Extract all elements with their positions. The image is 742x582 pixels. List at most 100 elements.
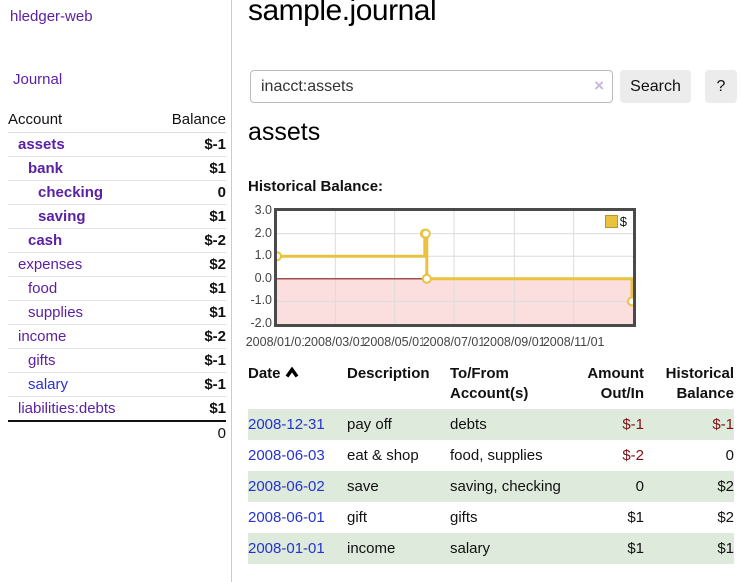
account-link-income[interactable]: income xyxy=(18,328,67,345)
register-balance: 0 xyxy=(725,446,734,464)
y-axis-tick-label: 2.0 xyxy=(254,225,272,240)
account-link-liabilities-debts[interactable]: liabilities:debts xyxy=(18,400,116,417)
sidebar: hledger-web Journal Account Balance asse… xyxy=(0,0,232,582)
register-amount: $1 xyxy=(627,508,644,526)
legend-label: $ xyxy=(619,214,627,229)
register-amount: 0 xyxy=(635,477,644,495)
register-accounts: debts xyxy=(450,415,487,433)
account-row: saving $1 xyxy=(8,204,226,229)
account-link-gifts[interactable]: gifts xyxy=(28,352,56,369)
register-table: Date Description To/From Account(s) Amou… xyxy=(248,358,734,564)
register-description: income xyxy=(347,539,396,557)
account-row: liabilities:debts $1 xyxy=(8,396,226,422)
register-row: 2008-06-03 eat & shop food, supplies $-2 0 xyxy=(248,440,734,471)
transaction-date-link[interactable]: 2008-01-01 xyxy=(248,539,325,557)
register-date: 2008-01-01 xyxy=(248,533,347,564)
register-date: 2008-12-31 xyxy=(248,409,347,440)
x-axis-tick-label: 2008/03/01 xyxy=(304,335,367,349)
account-link-supplies[interactable]: supplies xyxy=(28,304,84,321)
x-axis-tick-label: 2008/11/01 xyxy=(542,335,605,349)
x-axis-tick-label: 2008/09/01 xyxy=(483,335,546,349)
register-amount: $-2 xyxy=(622,446,644,464)
register-row: 2008-06-02 save saving, checking 0 $2 xyxy=(248,470,734,502)
y-axis-tick-label: -1.0 xyxy=(250,293,272,308)
search-button[interactable]: Search xyxy=(620,70,691,103)
y-axis-tick-label: -2.0 xyxy=(250,316,272,330)
account-balance: $-1 xyxy=(152,132,226,157)
accounts-table: Account Balance assets $-1 bank $1 checking 0… xyxy=(8,108,226,445)
account-row: expenses $2 xyxy=(8,252,226,277)
chart-plot-area: $ xyxy=(274,208,636,327)
register-accounts: saving, checking xyxy=(450,477,561,495)
legend-swatch-icon xyxy=(604,215,618,228)
account-row: food $1 xyxy=(8,276,226,301)
account-row: gifts $-1 xyxy=(8,348,226,373)
page-title: sample.journal xyxy=(248,0,437,27)
account-link-checking[interactable]: checking xyxy=(38,184,104,201)
y-axis-tick-label: 1.0 xyxy=(254,248,272,263)
account-row: checking 0 xyxy=(8,180,226,205)
account-row: supplies $1 xyxy=(8,300,226,325)
chart-legend: $ xyxy=(603,214,628,229)
help-button[interactable]: ? xyxy=(705,70,737,103)
account-row: salary $-1 xyxy=(8,372,226,397)
account-link-saving[interactable]: saving xyxy=(38,208,86,225)
transaction-date-link[interactable]: 2008-06-03 xyxy=(248,446,325,464)
account-balance: $1 xyxy=(152,156,226,181)
account-link-cash[interactable]: cash xyxy=(28,232,63,249)
register-accounts: salary xyxy=(450,539,491,557)
brand-link[interactable]: hledger-web xyxy=(10,8,93,25)
account-link-assets[interactable]: assets xyxy=(18,136,65,153)
register-balance: $2 xyxy=(717,508,734,526)
register-balance: $2 xyxy=(717,477,734,495)
register-header-balance: Historical Balance xyxy=(665,365,734,402)
register-header-date[interactable]: Date xyxy=(248,358,347,409)
search-form: × Search ? xyxy=(248,70,737,103)
register-header-description: Description xyxy=(347,365,430,382)
account-link-salary[interactable]: salary xyxy=(28,376,69,393)
account-balance: $-1 xyxy=(152,348,226,373)
main-content: sample.journal × Search ? assets Histori… xyxy=(245,0,737,582)
x-axis-tick-label: 2008/01/01 xyxy=(245,335,309,349)
register-header-amount: Amount Out/In xyxy=(587,365,644,402)
accounts-total: 0 xyxy=(152,420,226,445)
account-link-expenses[interactable]: expenses xyxy=(18,256,83,273)
account-heading: assets xyxy=(248,118,321,146)
transaction-date-link[interactable]: 2008-06-02 xyxy=(248,477,325,495)
register-balance: $-1 xyxy=(712,415,734,433)
account-balance: $-2 xyxy=(152,228,226,253)
account-balance: $2 xyxy=(152,252,226,277)
x-axis-tick-label: 2008/05/01 xyxy=(363,335,426,349)
transaction-date-link[interactable]: 2008-06-01 xyxy=(248,508,325,526)
accounts-header-balance: Balance xyxy=(152,108,226,133)
chart-title: Historical Balance: xyxy=(248,178,384,195)
account-link-bank[interactable]: bank xyxy=(28,160,64,177)
account-row: bank $1 xyxy=(8,156,226,181)
account-row: income $-2 xyxy=(8,324,226,349)
register-description: pay off xyxy=(347,415,392,433)
account-balance: $1 xyxy=(152,276,226,301)
register-accounts: food, supplies xyxy=(450,446,543,464)
sidebar-item-journal[interactable]: Journal xyxy=(13,71,63,88)
register-date: 2008-06-03 xyxy=(248,440,347,471)
account-link-food[interactable]: food xyxy=(28,280,58,297)
account-balance: 0 xyxy=(152,180,226,205)
account-balance: $-1 xyxy=(152,372,226,397)
register-date: 2008-06-01 xyxy=(248,502,347,533)
account-balance: $1 xyxy=(152,300,226,325)
y-axis-tick-label: 3.0 xyxy=(254,203,272,217)
register-date: 2008-06-02 xyxy=(248,471,347,502)
register-amount: $1 xyxy=(627,539,644,557)
register-row: 2008-01-01 income salary $1 $1 xyxy=(248,532,734,564)
clear-search-icon[interactable]: × xyxy=(594,76,604,95)
register-description: eat & shop xyxy=(347,446,419,464)
account-balance: $1 xyxy=(152,204,226,229)
register-row: 2008-06-01 gift gifts $1 $2 xyxy=(248,502,734,533)
register-amount: $-1 xyxy=(622,415,644,433)
accounts-header-account: Account xyxy=(8,108,153,133)
y-axis-tick-label: 0.0 xyxy=(254,270,272,285)
register-description: save xyxy=(347,477,379,495)
search-input[interactable] xyxy=(250,70,613,103)
account-row: assets $-1 xyxy=(8,132,226,157)
transaction-date-link[interactable]: 2008-12-31 xyxy=(248,415,325,433)
